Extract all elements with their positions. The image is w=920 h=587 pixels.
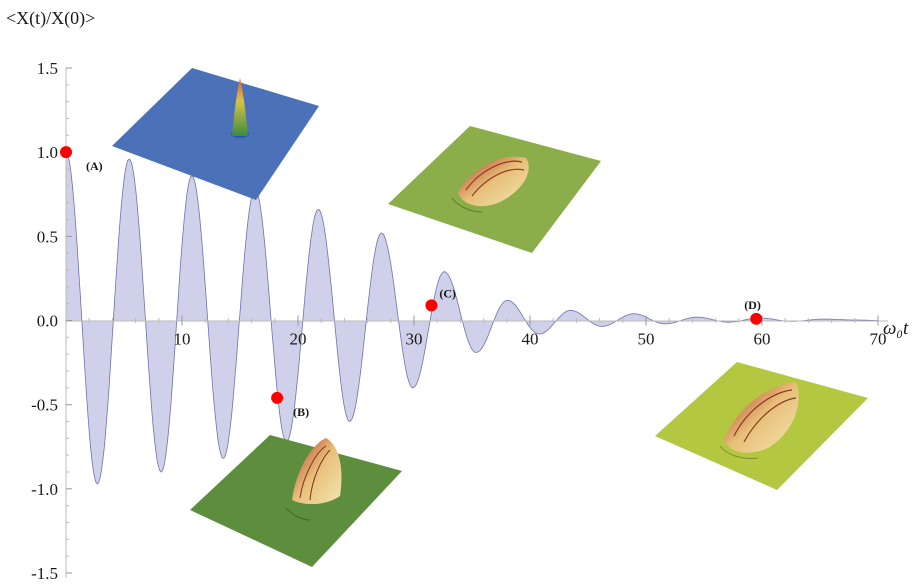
annotation-label: (B): [293, 405, 309, 419]
inset-surface-b: [190, 435, 402, 567]
x-axis-ticks: 10 20 30 40 50 60 70: [88, 315, 887, 349]
x-tick-label: 70: [870, 330, 887, 349]
x-tick-label: 50: [638, 330, 655, 349]
y-tick-label: -1.5: [31, 564, 58, 582]
y-tick-label: 1.0: [37, 143, 58, 162]
annotation-marker: [60, 146, 72, 159]
area-series: [65, 151, 878, 485]
x-tick-label: 10: [174, 330, 191, 349]
annotation-label: (A): [86, 159, 103, 173]
x-tick-label: 30: [406, 330, 423, 349]
y-tick-label: 0.5: [37, 227, 58, 246]
x-axis-label: ω₀t: [883, 318, 909, 339]
annotation-marker: [750, 312, 763, 325]
x-tick-label: 20: [290, 330, 307, 349]
y-axis-label: <X(t)/X(0)>: [6, 8, 95, 29]
inset-surface-c: [388, 126, 601, 253]
y-tick-label: 0.0: [37, 312, 58, 331]
y-tick-label: 1.5: [37, 59, 58, 78]
y-tick-label: -0.5: [31, 396, 58, 415]
annotation-points: (A) (B) (C) (D): [60, 146, 763, 419]
x-tick-label: 40: [522, 330, 539, 349]
series-line: [65, 151, 878, 485]
annotation-label: (D): [744, 298, 761, 312]
annotation-label: (C): [439, 286, 456, 300]
inset-surface-a: [112, 68, 319, 200]
x-tick-label: 60: [754, 330, 771, 349]
y-tick-label: -1.0: [31, 480, 58, 499]
y-axis-ticks: 1.5 1.0 0.5 0.0 -0.5 -1.0 -1.5: [31, 59, 72, 583]
annotation-marker: [425, 299, 438, 312]
annotation-marker: [271, 391, 284, 404]
inset-surface-d: [655, 362, 868, 490]
